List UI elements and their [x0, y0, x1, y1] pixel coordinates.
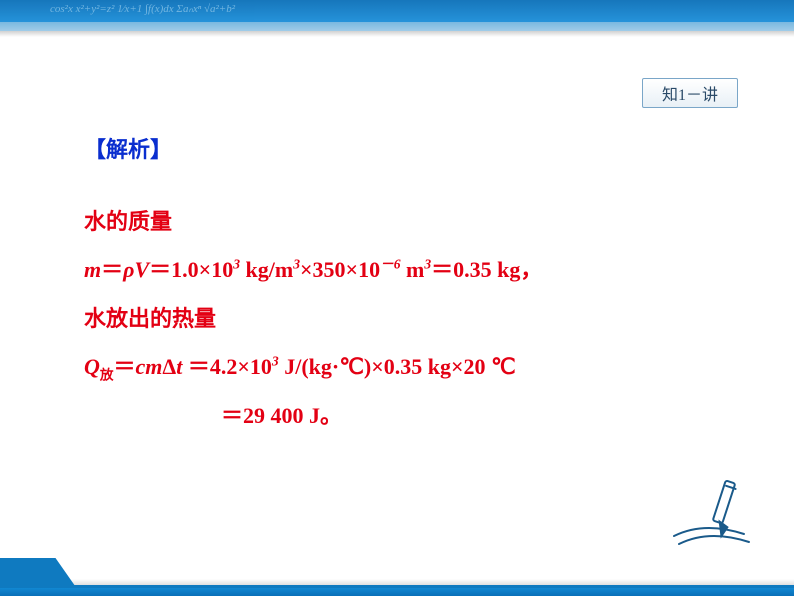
section-tag-label: 知1－讲: [662, 81, 718, 105]
top-banner: cos²x x²+y²=z² 1⁄x+1 ∫f(x)dx Σaₙxⁿ √a²+b…: [0, 0, 794, 36]
pencil-doodle-icon: [664, 466, 774, 556]
line-mass-equation: m＝ρV＝1.0×103 kg/m3×350×10－6 m3＝0.35 kg，: [84, 246, 684, 294]
line-heat-equation: Q放＝cmΔt ＝4.2×103 J/(kg·℃)×0.35 kg×20 ℃: [84, 343, 684, 391]
solution-body: 水的质量 m＝ρV＝1.0×103 kg/m3×350×10－6 m3＝0.35…: [84, 198, 684, 440]
line-mass-label: 水的质量: [84, 198, 684, 246]
line-heat-result: ＝29 400 J。: [84, 392, 684, 440]
slide-page: cos²x x²+y²=z² 1⁄x+1 ∫f(x)dx Σaₙxⁿ √a²+b…: [0, 0, 794, 596]
bottom-banner: [0, 562, 794, 596]
banner-math-decoration: cos²x x²+y²=z² 1⁄x+1 ∫f(x)dx Σaₙxⁿ √a²+b…: [0, 2, 235, 15]
banner-stripe-bottom: [0, 22, 794, 31]
content-region: 【解析】 水的质量 m＝ρV＝1.0×103 kg/m3×350×10－6 m3…: [84, 132, 684, 440]
section-tag: 知1－讲: [642, 78, 738, 108]
bottom-stripe-thick: [0, 588, 794, 596]
banner-stripe-top: cos²x x²+y²=z² 1⁄x+1 ∫f(x)dx Σaₙxⁿ √a²+b…: [0, 0, 794, 22]
line-heat-label: 水放出的热量: [84, 295, 684, 343]
banner-shadow: [0, 31, 794, 37]
analysis-heading: 【解析】: [84, 132, 684, 164]
